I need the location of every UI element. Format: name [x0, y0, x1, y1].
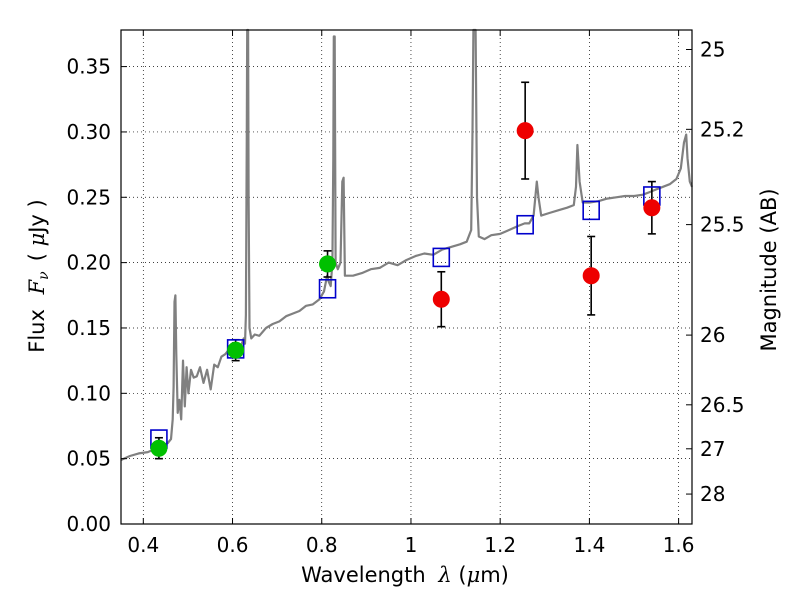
model-flux-marker: [582, 200, 600, 221]
right-tick-label: 27: [700, 437, 725, 461]
observed-flux-red-marker: [643, 199, 661, 217]
right-tick-label: 25.2: [700, 117, 745, 141]
right-tick-label: 28: [700, 482, 725, 506]
x-tick-label: 0.8: [306, 533, 338, 557]
plot-frame: [120, 29, 693, 525]
right-axis-label: Magnitude (AB): [757, 188, 781, 351]
y-axis-label: Flux Fν( μJy ): [25, 199, 52, 352]
grid: [121, 30, 692, 524]
x-tick-label: 1.2: [484, 533, 516, 557]
x-tick-label: 1.4: [573, 533, 605, 557]
sed-model-layer: [120, 28, 694, 462]
y-tick-label: 0.30: [66, 120, 111, 144]
x-tick-label: 0.6: [217, 533, 249, 557]
observed-flux-red-marker: [516, 122, 534, 140]
y-tick-label: 0.05: [66, 447, 111, 471]
right-tick-label: 25.5: [700, 213, 745, 237]
y-tick-label: 0.20: [66, 251, 111, 275]
observed-flux-green-marker: [150, 439, 168, 457]
y-tick-label: 0.00: [66, 512, 111, 536]
right-tick-label: 26.5: [700, 393, 745, 417]
x-axis-label: Wavelength λ (μm): [301, 563, 509, 587]
axis-ticks: 0.4 0.6 0.8 1 1.2 1.4 1.6 0.00 0.05 0.10 0.15 0.20 0…: [66, 30, 745, 557]
x-tick-label: 0.4: [127, 533, 159, 557]
y-tick-label: 0.15: [66, 316, 111, 340]
observed-flux-green-marker: [319, 255, 337, 273]
error-bars: [154, 81, 656, 460]
observed-flux-red-marker: [432, 290, 450, 308]
photometry-markers: [150, 122, 661, 457]
observed-flux-green-marker: [227, 341, 245, 359]
right-tick-label: 25: [700, 38, 725, 62]
model-flux-marker: [432, 247, 451, 268]
model-flux-marker: [516, 214, 534, 235]
model-flux-marker: [318, 278, 337, 299]
right-tick-label: 26: [700, 323, 725, 347]
x-tick-label: 1: [405, 533, 418, 557]
sed-model-line: [120, 28, 694, 462]
y-tick-label: 0.35: [66, 55, 111, 79]
y-tick-label: 0.25: [66, 185, 111, 209]
y-tick-label: 0.10: [66, 381, 111, 405]
x-tick-label: 1.6: [663, 533, 695, 557]
observed-flux-red-marker: [582, 267, 600, 285]
